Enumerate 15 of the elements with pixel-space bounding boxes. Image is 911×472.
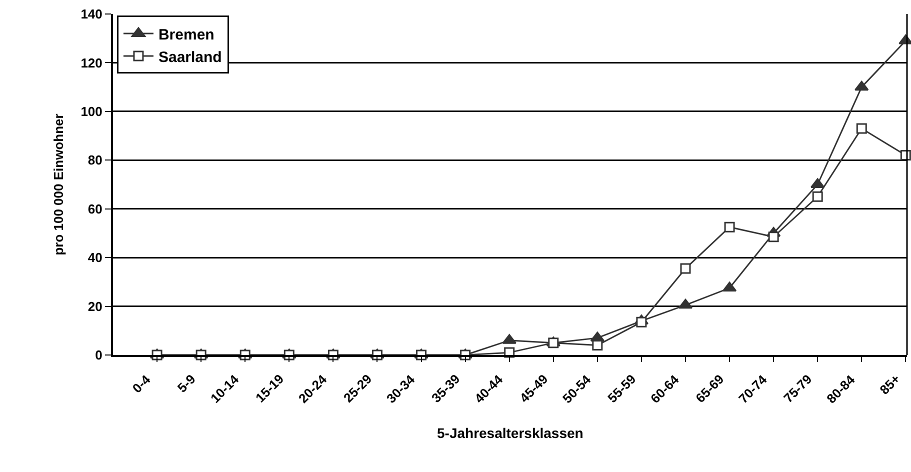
y-tick-label: 40 bbox=[88, 250, 102, 266]
x-tick-label: 85+ bbox=[876, 370, 904, 398]
y-tick-label: 60 bbox=[88, 201, 102, 216]
y-tick-label: 100 bbox=[80, 104, 102, 119]
y-tick-label: 80 bbox=[88, 152, 102, 168]
y-axis-title: pro 100 000 Einwohner bbox=[51, 114, 66, 256]
y-tick-label: 0 bbox=[95, 348, 102, 363]
y-tick-label: 20 bbox=[88, 298, 102, 314]
legend-label: Bremen bbox=[158, 26, 214, 44]
y-tick-label: 140 bbox=[80, 6, 102, 22]
x-tick-label: 5-9 bbox=[174, 371, 198, 396]
x-tick-label: 0-4 bbox=[129, 371, 154, 396]
y-tick-label: 120 bbox=[80, 55, 102, 70]
x-axis-title: 5-Jahresaltersklassen bbox=[437, 425, 584, 441]
legend-label: Saarland bbox=[158, 48, 222, 66]
